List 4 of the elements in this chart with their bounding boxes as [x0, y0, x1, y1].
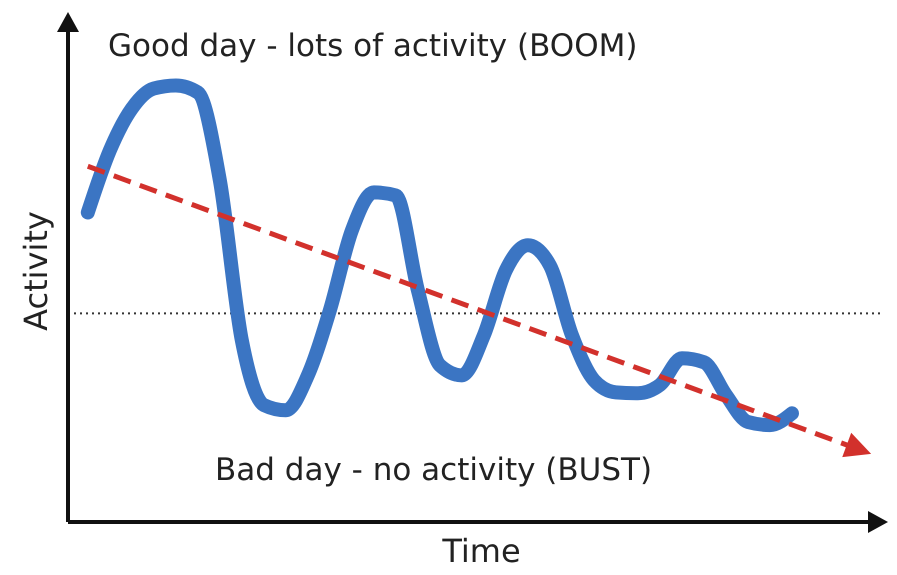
- x-axis-title: Time: [441, 532, 522, 570]
- annotation: Bad day - no activity (BUST): [215, 452, 652, 488]
- y-axis-title: Activity: [17, 211, 55, 331]
- text: Good day - lots of activity (BOOM): [108, 28, 638, 64]
